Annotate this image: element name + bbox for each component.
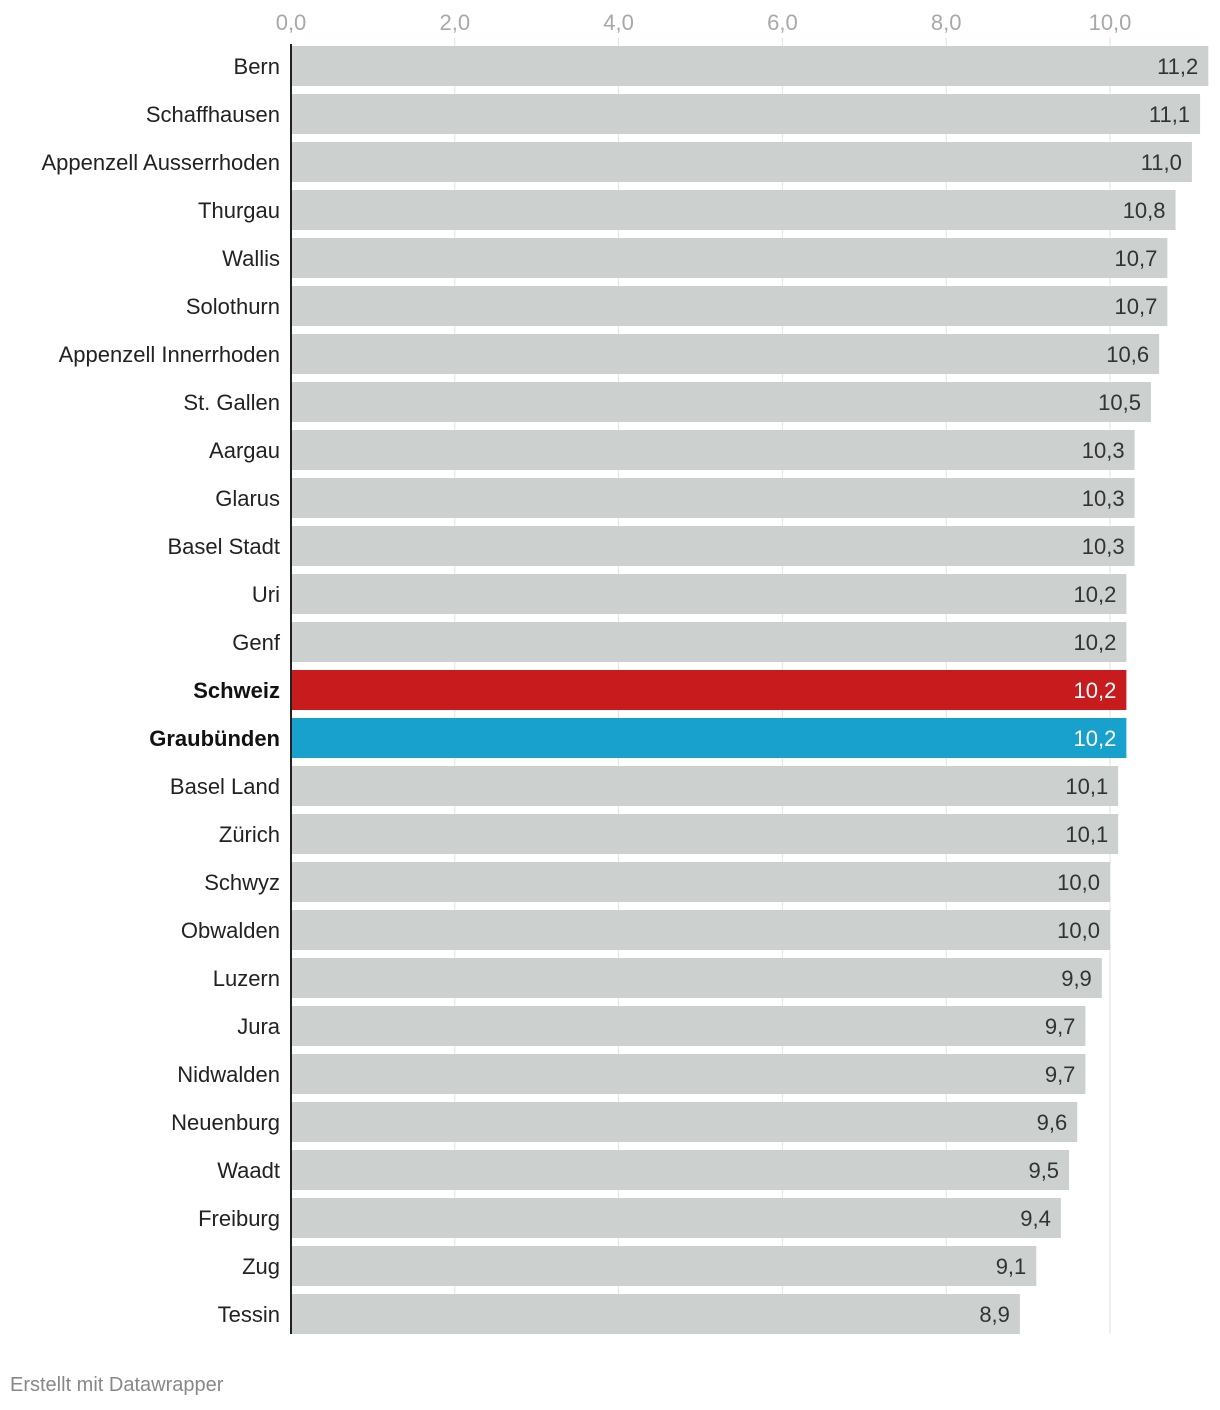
bar [291,622,1127,662]
x-tick-label: 0,0 [276,10,307,35]
value-label: 10,5 [1098,390,1141,415]
bar [291,958,1102,998]
category-label: Waadt [217,1158,280,1183]
value-label: 9,6 [1037,1110,1068,1135]
value-label: 10,3 [1082,486,1125,511]
value-label: 9,4 [1020,1206,1051,1231]
category-label: Neuenburg [171,1110,280,1135]
value-label: 10,1 [1065,774,1108,799]
x-axis-ticks: 0,0 2,0 4,0 6,0 8,0 10,0 [276,10,1132,35]
bar [291,670,1127,710]
category-label: Graubünden [149,726,280,751]
value-label: 10,2 [1074,582,1117,607]
x-tick-label: 4,0 [603,10,634,35]
category-label: Luzern [213,966,280,991]
footer-credit[interactable]: Erstellt mit Datawrapper [10,1374,224,1396]
bar [291,382,1151,422]
category-label: Zug [242,1254,280,1279]
category-label: Aargau [209,438,280,463]
value-label: 10,7 [1115,246,1158,271]
value-label: 11,1 [1149,102,1190,127]
value-label: 9,9 [1061,966,1092,991]
category-label: Wallis [222,246,280,271]
bars [291,46,1209,1334]
category-label: Glarus [215,486,280,511]
category-label: Schweiz [193,678,280,703]
category-label: Nidwalden [177,1062,280,1087]
value-labels: 11,2 11,1 11,0 10,8 10,7 10,7 10,6 10,5 10,3 10,3… [979,54,1198,1327]
bar [291,334,1160,374]
category-label: Basel Land [170,774,280,799]
category-label: Freiburg [198,1206,280,1231]
x-tick-label: 2,0 [440,10,471,35]
category-label: Zürich [219,822,280,847]
bar [291,46,1209,86]
bar [291,1102,1078,1142]
x-tick-label: 8,0 [931,10,962,35]
value-label: 10,3 [1082,438,1125,463]
bar [291,1006,1086,1046]
value-label: 10,2 [1074,630,1117,655]
x-tick-label: 6,0 [767,10,798,35]
value-label: 10,8 [1123,198,1166,223]
bar [291,430,1135,470]
bar [291,574,1127,614]
category-label: Bern [234,54,280,79]
bar [291,478,1135,518]
value-label: 9,7 [1045,1062,1076,1087]
bar [291,766,1119,806]
bar [291,718,1127,758]
value-label: 10,2 [1074,726,1117,751]
category-label: Appenzell Ausserrhoden [42,150,281,175]
value-label: 11,2 [1157,54,1198,79]
value-label: 10,0 [1057,870,1100,895]
bar [291,1294,1020,1334]
bar [291,1150,1070,1190]
category-label: Schwyz [204,870,280,895]
bar-chart: 0,0 2,0 4,0 6,0 8,0 10,0 Bern Schaffhausen Appe… [42,10,1209,1334]
x-tick-label: 10,0 [1089,10,1132,35]
category-label: Thurgau [198,198,280,223]
bar [291,910,1110,950]
bar [291,1198,1061,1238]
category-label: Appenzell Innerrhoden [59,342,280,367]
value-label: 10,0 [1057,918,1100,943]
value-label: 10,1 [1065,822,1108,847]
bar [291,142,1192,182]
bar [291,190,1176,230]
category-label: Obwalden [181,918,280,943]
value-label: 9,5 [1028,1158,1059,1183]
value-label: 8,9 [979,1302,1010,1327]
bar [291,526,1135,566]
category-label: Uri [252,582,280,607]
bar [291,814,1119,854]
bar [291,94,1201,134]
category-labels: Bern Schaffhausen Appenzell Ausserrhoden Th… [42,54,281,1327]
category-label: Jura [237,1014,281,1039]
value-label: 9,7 [1045,1014,1076,1039]
bar [291,238,1168,278]
value-label: 10,3 [1082,534,1125,559]
category-label: St. Gallen [183,390,280,415]
bar [291,286,1168,326]
value-label: 10,2 [1074,678,1117,703]
category-label: Tessin [218,1302,280,1327]
bar [291,1246,1037,1286]
value-label: 10,6 [1106,342,1149,367]
value-label: 11,0 [1141,150,1182,175]
category-label: Basel Stadt [167,534,280,559]
value-label: 10,7 [1115,294,1158,319]
value-label: 9,1 [996,1254,1027,1279]
bar [291,862,1110,902]
category-label: Genf [232,630,281,655]
category-label: Schaffhausen [146,102,280,127]
category-label: Solothurn [186,294,280,319]
bar [291,1054,1086,1094]
